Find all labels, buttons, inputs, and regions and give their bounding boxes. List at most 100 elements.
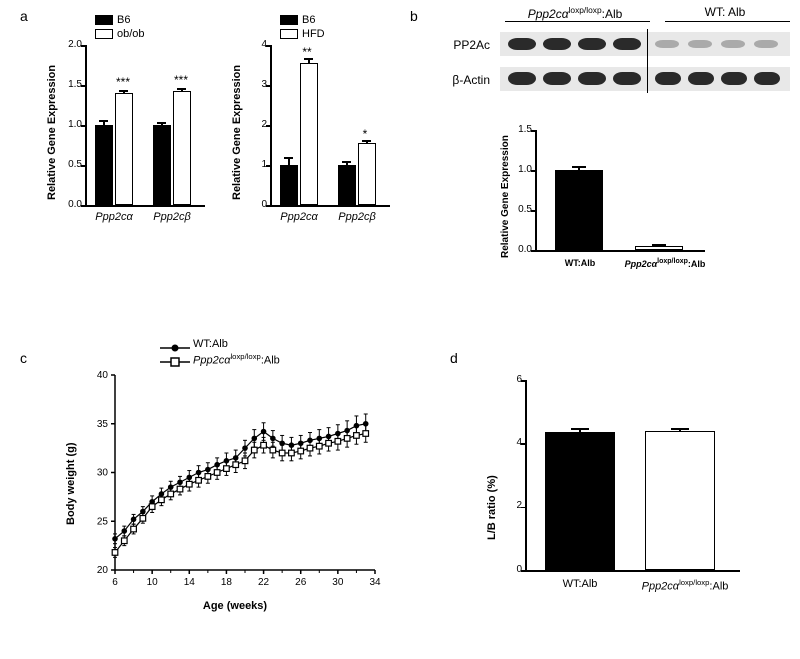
tick-mark	[531, 170, 535, 172]
blot-head-wt: WT: Alb	[670, 5, 780, 19]
y-axis	[535, 130, 537, 250]
svg-text:18: 18	[221, 577, 233, 588]
svg-text:6: 6	[112, 577, 118, 588]
blot-band	[754, 40, 778, 48]
loxp-sup: loxp/loxp	[657, 258, 688, 265]
xcat-loxp-d: Ppp2cαloxp/loxp:Alb	[625, 578, 745, 593]
blot-head-loxp: Ppp2cαloxp/loxp:Alb	[500, 5, 650, 21]
x-axis-label-c: Age (weeks)	[145, 600, 325, 612]
svg-text:20: 20	[97, 565, 109, 576]
ytick: 1.0	[60, 119, 82, 130]
ytick: 1.5	[512, 124, 532, 135]
y-axis-label-d: L/B ratio (%)	[486, 475, 498, 540]
ytick: 2	[508, 500, 522, 511]
legend-text-b6: B6	[117, 14, 130, 26]
svg-text:30: 30	[97, 468, 109, 479]
svg-text:26: 26	[295, 577, 307, 588]
legend-text-b6-2: B6	[302, 14, 315, 26]
xcat-ppp2cb: Ppp2cβ	[146, 211, 198, 223]
blot-band	[721, 40, 745, 48]
svg-text:10: 10	[147, 577, 159, 588]
loxp-gene: Ppp2cα	[528, 7, 569, 21]
legend-text-loxp: Ppp2cαloxp/loxp:Alb	[193, 352, 280, 367]
y-axis-label-2: Relative Gene Expression	[231, 65, 243, 200]
sig-stars: **	[295, 45, 319, 59]
y-axis-label-b: Relative Gene Expression	[500, 135, 511, 258]
svg-text:35: 35	[97, 419, 109, 430]
svg-text:22: 22	[258, 577, 270, 588]
y-axis	[85, 45, 87, 205]
tick-mark	[81, 45, 85, 47]
blot-band	[721, 72, 747, 85]
bar-hfd-ppp2ca	[300, 63, 318, 205]
bar-loxp	[635, 246, 683, 250]
bar-b6-ppp2ca	[95, 125, 113, 205]
blot-label-pp2ac: PP2Ac	[430, 38, 490, 52]
ytick: 0.0	[512, 244, 532, 255]
bar-b6-ppp2cb	[153, 125, 171, 205]
loxp-gene: Ppp2cα	[625, 259, 658, 269]
blot-band	[543, 38, 571, 50]
tick-mark	[521, 507, 525, 509]
blot-band	[655, 40, 679, 48]
errcap	[671, 428, 689, 430]
panel-a-chart-2: B6 HFD Relative Gene Expression 0 1 2 3 …	[225, 15, 395, 230]
bar-hfd-ppp2cb	[358, 143, 376, 205]
ytick: 0.5	[512, 204, 532, 215]
header-underline	[665, 21, 790, 22]
panel-a-label: a	[20, 8, 28, 24]
loxp-gene: Ppp2cα	[193, 355, 230, 367]
ytick: 2.0	[60, 39, 82, 50]
loxp-sup: loxp/loxp	[679, 578, 709, 587]
bar-wtalb	[555, 170, 603, 250]
ytick: 0	[508, 564, 522, 575]
x-axis	[85, 205, 205, 207]
xcat-wtalb-d: WT:Alb	[535, 578, 625, 590]
svg-text:40: 40	[97, 370, 109, 381]
blot-band	[613, 38, 641, 50]
tick-mark	[521, 443, 525, 445]
tick-mark	[521, 380, 525, 382]
alb-suffix: :Alb	[261, 355, 280, 367]
ytick: 3	[253, 79, 267, 90]
tick-mark	[531, 210, 535, 212]
alb-suffix: :Alb	[688, 259, 706, 269]
ytick-0: 0.0	[60, 199, 82, 210]
errcap	[572, 166, 586, 168]
panel-b-label: b	[410, 8, 418, 24]
blot-band	[508, 38, 536, 50]
ytick: 1	[253, 159, 267, 170]
legend-text-wt: WT:Alb	[193, 338, 228, 350]
blot-band	[688, 40, 712, 48]
svg-text:25: 25	[97, 516, 109, 527]
errcap	[119, 90, 128, 92]
ytick: 4	[253, 39, 267, 50]
bar-loxp-d	[645, 431, 715, 570]
tick-mark	[81, 205, 85, 207]
legend-text-obob: ob/ob	[117, 28, 145, 40]
panel-c-chart: WT:Alb Ppp2cαloxp/loxp:Alb Body weight (…	[65, 340, 385, 620]
errcap	[99, 120, 108, 122]
panel-b-chart: Relative Gene Expression 0.0 0.5 1.0 1.5…	[500, 130, 730, 280]
legend-swatch-b6	[95, 15, 113, 25]
svg-text:34: 34	[369, 577, 381, 588]
errcap	[652, 244, 666, 246]
tick-mark	[266, 205, 270, 207]
sig-stars: *	[355, 127, 375, 141]
xcat-ppp2ca: Ppp2cα	[273, 211, 325, 223]
xcat-loxp: Ppp2cαloxp/loxp:Alb	[615, 258, 715, 269]
blot-band	[688, 72, 714, 85]
tick-mark	[81, 85, 85, 87]
blot-band	[578, 38, 606, 50]
y-axis-label: Relative Gene Expression	[46, 65, 58, 200]
ytick: 0.5	[60, 159, 82, 170]
panel-d-label: d	[450, 350, 458, 366]
loxp-gene: Ppp2cα	[642, 581, 679, 593]
ytick: 2	[253, 119, 267, 130]
ytick: 1.5	[60, 79, 82, 90]
legend-swatch-hfd	[280, 29, 298, 39]
alb-suffix: :Alb	[602, 7, 623, 21]
loxp-sup: loxp/loxp	[230, 352, 260, 361]
x-axis	[535, 250, 705, 252]
errcap	[342, 161, 351, 163]
